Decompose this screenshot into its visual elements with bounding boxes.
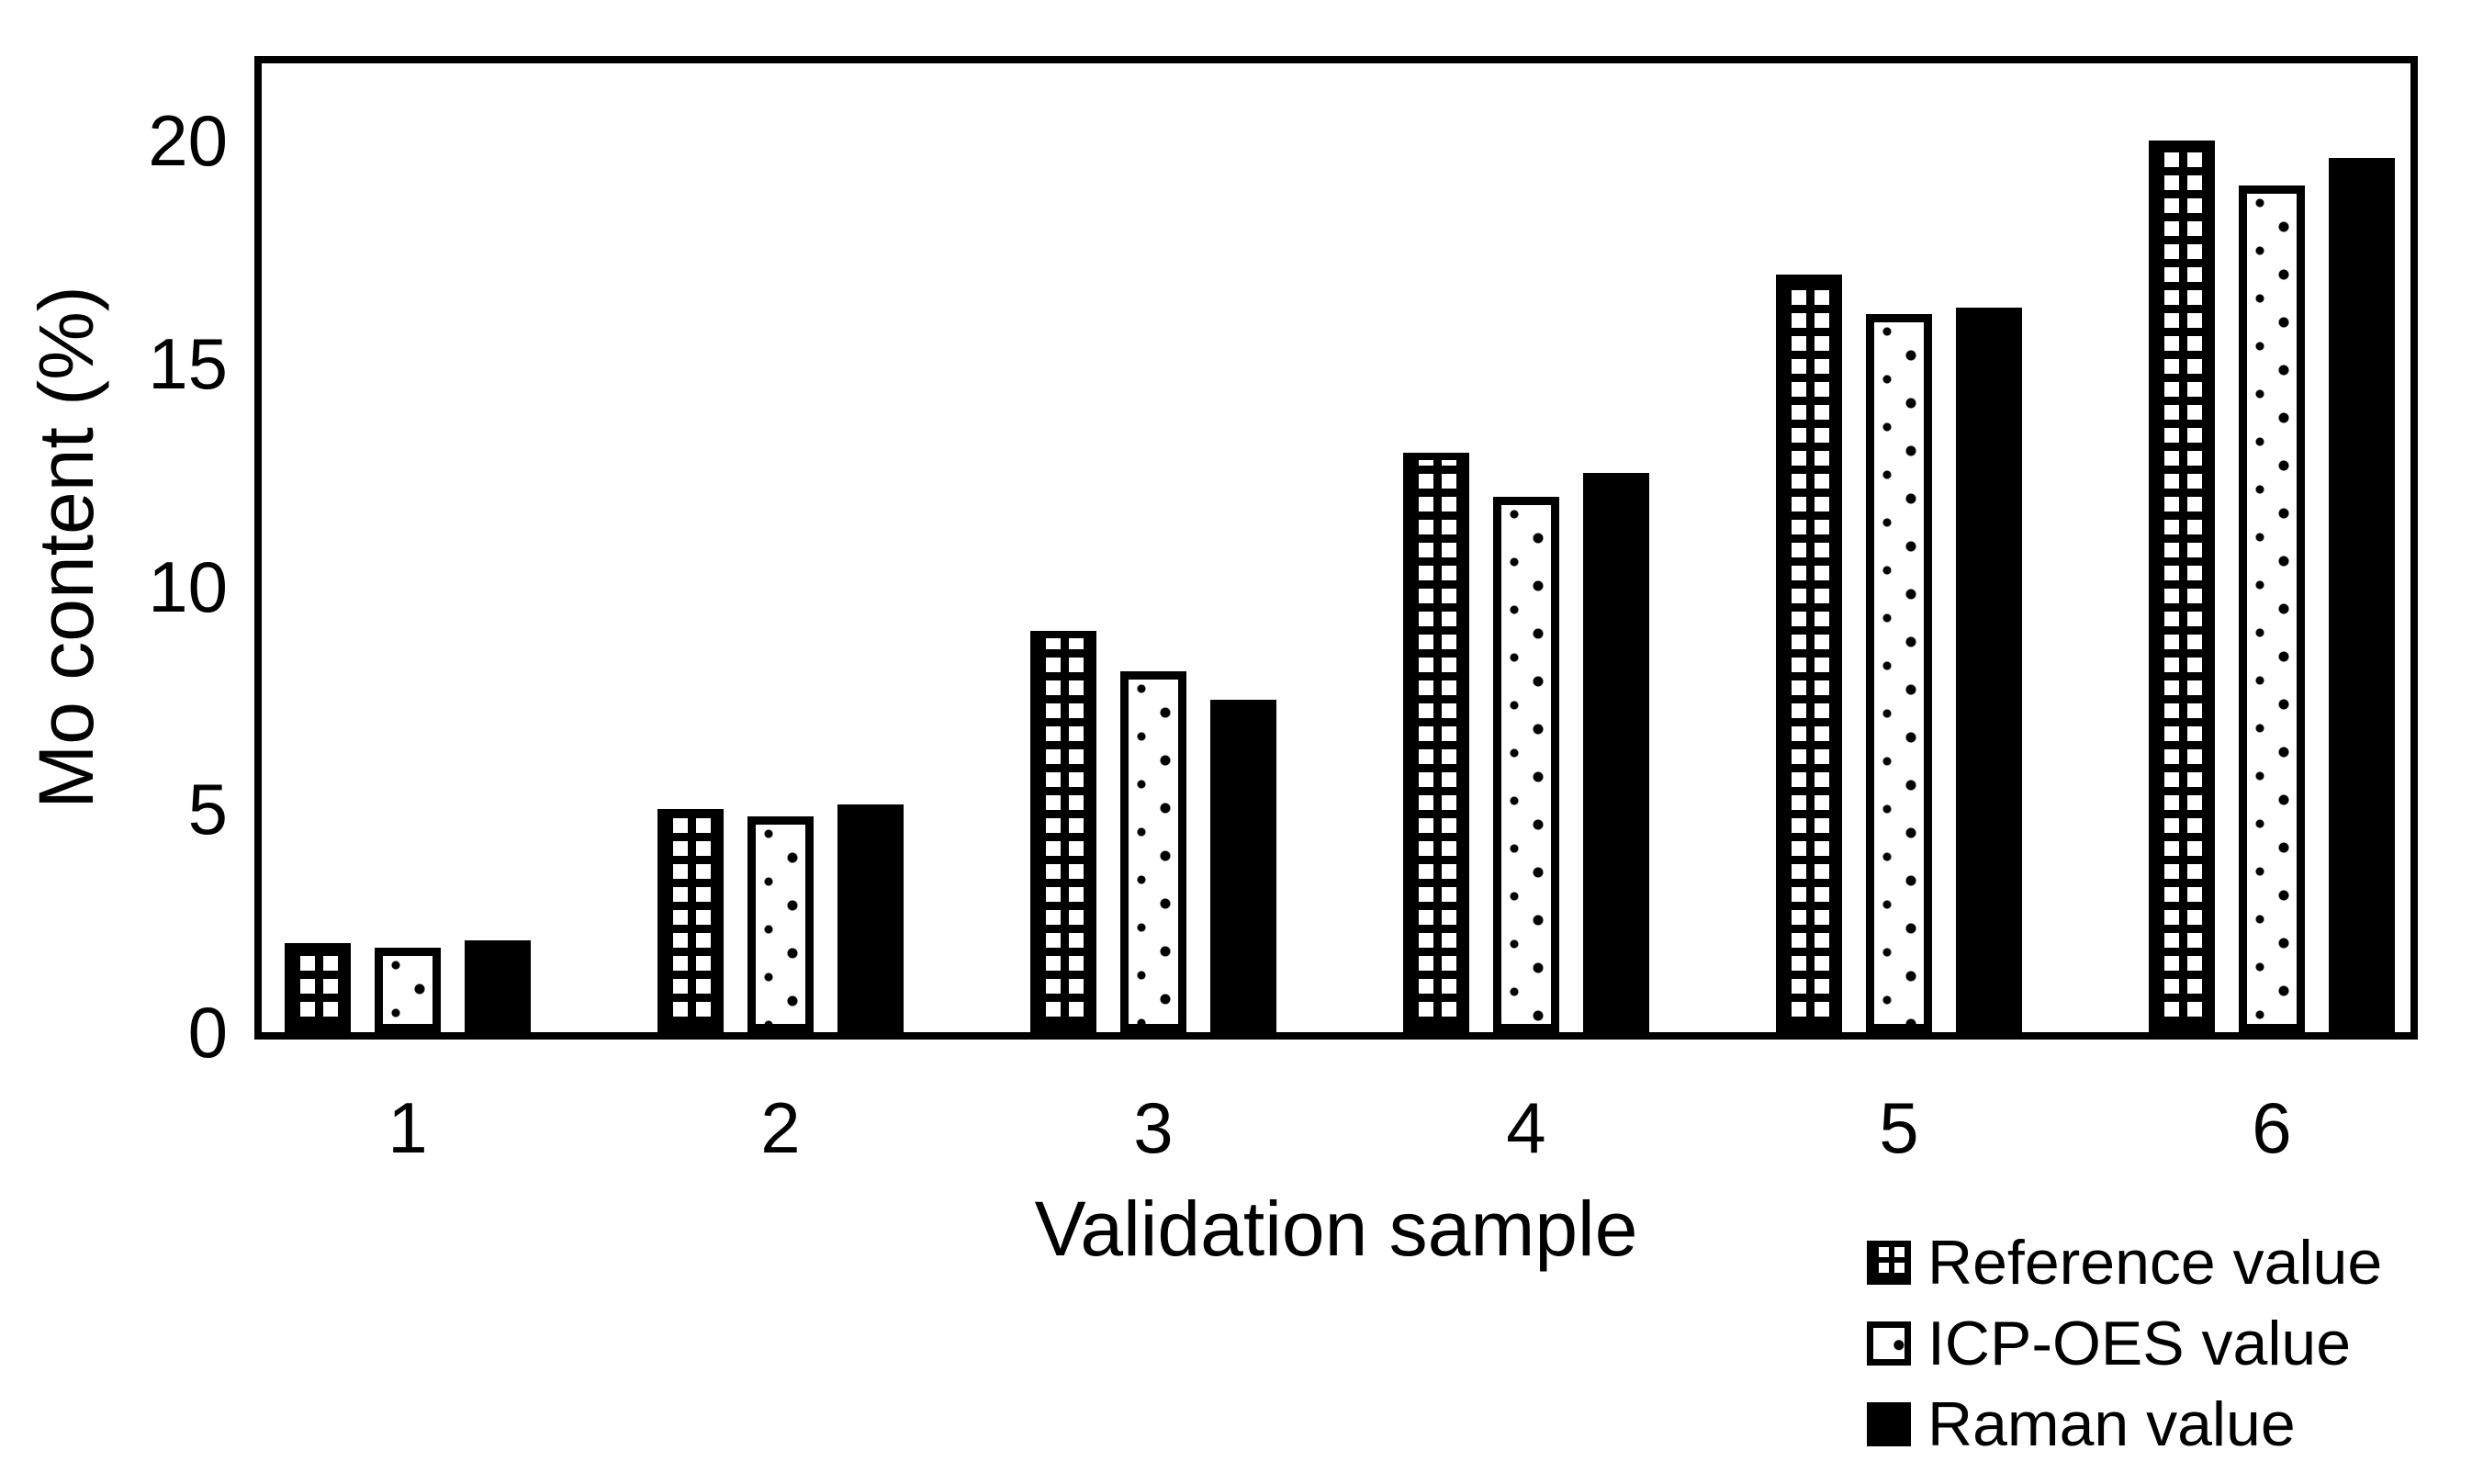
legend-item-solid: Raman value [1867,1384,2382,1465]
bar-grid-sample-4 [1403,453,1469,1032]
bar-solid-sample-2 [837,804,904,1032]
y-tick-label-5: 5 [187,769,228,850]
bar-grid-sample-2 [657,809,724,1032]
legend: Reference value ICP-OES value Raman value [1867,1222,2382,1465]
bar-dots-sample-1 [375,948,441,1032]
bar-solid-sample-3 [1210,700,1276,1032]
x-tick-label-4: 4 [1506,1087,1546,1168]
y-tick-label-0: 0 [187,992,228,1073]
bar-dots-sample-2 [747,816,814,1032]
bar-dots-sample-4 [1493,497,1559,1032]
y-tick-label-10: 10 [148,545,228,627]
bar-solid-sample-6 [2329,158,2395,1032]
legend-item-grid: Reference value [1867,1222,2382,1303]
bar-dots-sample-5 [1866,314,1932,1032]
bar-solid-sample-5 [1956,308,2022,1032]
bar-grid-sample-6 [2149,141,2215,1032]
plot-area [254,56,2418,1040]
x-tick-label-6: 6 [2252,1087,2292,1168]
bar-grid-sample-5 [1776,275,1842,1032]
y-tick-label-15: 15 [148,322,228,404]
y-tick-label-20: 20 [148,100,228,181]
bar-solid-sample-4 [1583,473,1649,1032]
x-tick-label-3: 3 [1133,1087,1174,1168]
bar-solid-sample-1 [465,940,531,1032]
dotted-square-icon [1867,1321,1911,1366]
bar-grid-sample-3 [1030,631,1096,1032]
filled-square-icon [1867,1402,1911,1446]
x-axis-title: Validation sample [1034,1186,1638,1272]
crosshatch-square-icon [1867,1241,1911,1285]
bar-dots-sample-6 [2239,186,2305,1032]
legend-label: Raman value [1927,1389,2296,1459]
legend-label: ICP-OES value [1927,1309,2352,1378]
legend-label: Reference value [1927,1228,2383,1298]
x-tick-label-2: 2 [760,1087,801,1168]
bar-grid-sample-1 [285,943,351,1032]
bar-dots-sample-3 [1120,671,1186,1032]
x-tick-label-5: 5 [1879,1087,1919,1168]
x-tick-label-1: 1 [388,1087,428,1168]
legend-item-dots: ICP-OES value [1867,1303,2382,1384]
